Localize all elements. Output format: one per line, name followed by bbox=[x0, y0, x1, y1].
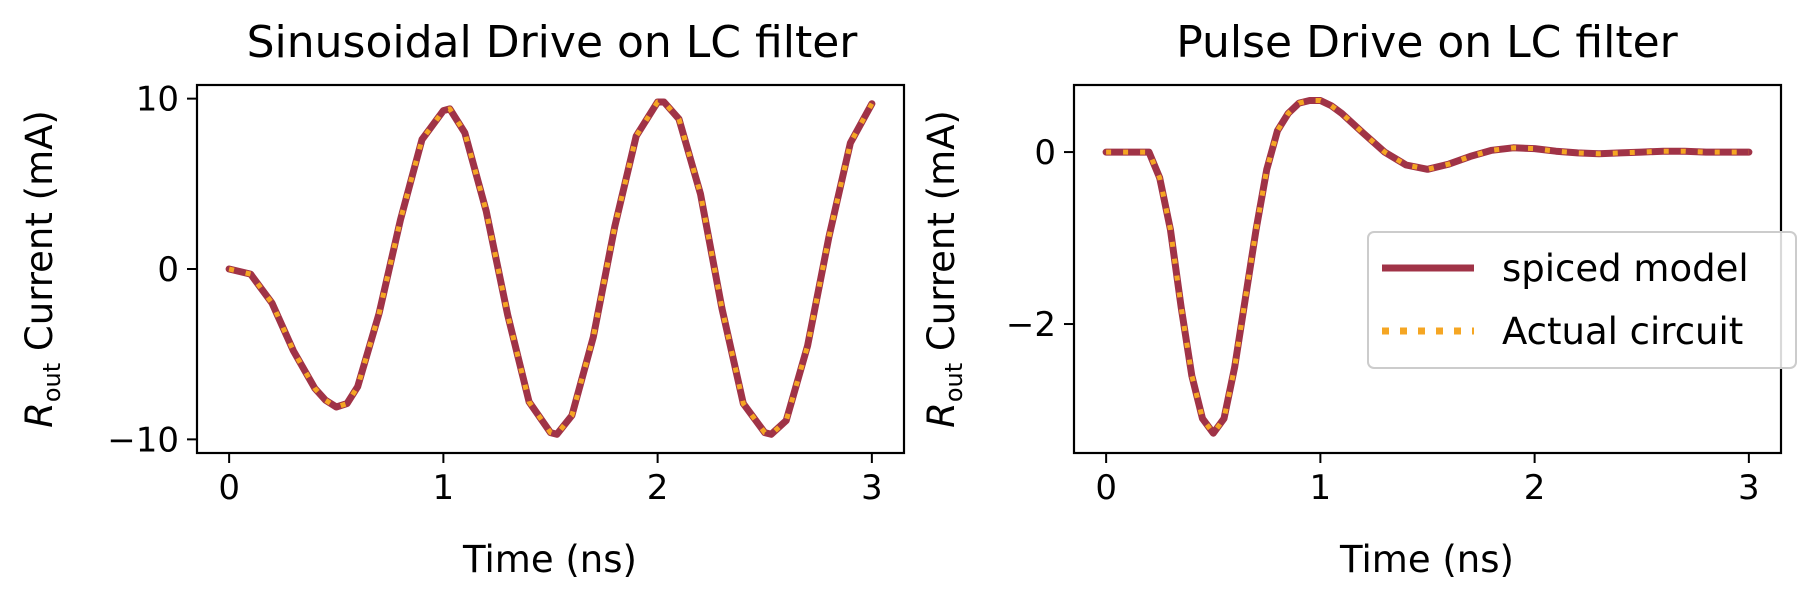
axes-frame bbox=[195, 83, 906, 455]
plot-area bbox=[1102, 97, 1753, 437]
x-tick-label: 0 bbox=[1095, 468, 1117, 508]
series-line-actual-circuit bbox=[1106, 98, 1749, 436]
chart-title: Pulse Drive on LC filter bbox=[1176, 17, 1678, 68]
x-axis-label: Time (ns) bbox=[1339, 538, 1514, 581]
x-axis-ticks: 0 1 2 3 bbox=[218, 453, 883, 508]
y-tick-label: −10 bbox=[107, 420, 179, 460]
chart-sinusoidal-drive: Sinusoidal Drive on LC filter 0 1 2 3 −10 0 1… bbox=[18, 17, 906, 581]
y-axis-ticks: −10 0 10 bbox=[107, 80, 197, 460]
series-line-spiced-model bbox=[225, 98, 876, 438]
x-tick-label: 0 bbox=[218, 468, 240, 508]
x-tick-label: 2 bbox=[647, 468, 669, 508]
x-tick-label: 2 bbox=[1524, 468, 1546, 508]
plot-area bbox=[225, 98, 876, 438]
y-tick-label: 0 bbox=[1034, 133, 1056, 173]
x-tick-label: 1 bbox=[433, 468, 455, 508]
chart-pulse-drive: Pulse Drive on LC filter 0 1 2 3 −2 0 Time (… bbox=[920, 17, 1797, 581]
y-axis-label: Rout Current (mA) bbox=[920, 110, 968, 428]
x-tick-label: 3 bbox=[861, 468, 883, 508]
y-tick-label: 0 bbox=[157, 250, 179, 290]
y-axis-label: Rout Current (mA) bbox=[18, 110, 66, 428]
x-tick-label: 1 bbox=[1310, 468, 1332, 508]
y-axis-ticks: −2 0 bbox=[1006, 133, 1074, 345]
legend-box bbox=[1367, 231, 1797, 369]
y-tick-label: 10 bbox=[136, 80, 179, 120]
series-line-actual-circuit bbox=[228, 99, 875, 437]
chart-title: Sinusoidal Drive on LC filter bbox=[247, 17, 859, 68]
legend: spiced model Actual circuit bbox=[1367, 231, 1797, 369]
x-axis-label: Time (ns) bbox=[462, 538, 637, 581]
x-tick-label: 3 bbox=[1738, 468, 1760, 508]
legend-label-actual-circuit: Actual circuit bbox=[1502, 310, 1743, 353]
x-axis-ticks: 0 1 2 3 bbox=[1095, 453, 1760, 508]
legend-label-spiced-model: spiced model bbox=[1502, 247, 1749, 290]
y-tick-label: −2 bbox=[1006, 305, 1056, 345]
